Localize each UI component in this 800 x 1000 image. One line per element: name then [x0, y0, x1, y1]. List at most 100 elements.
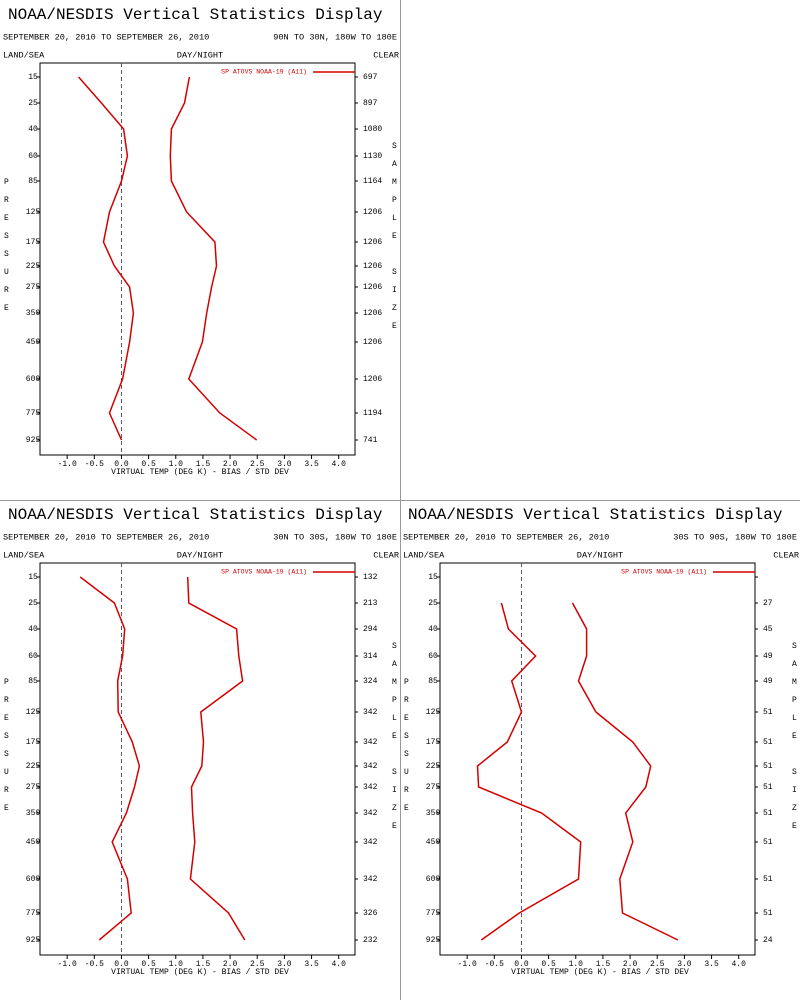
x-axis-label: VIRTUAL TEMP (DEG K) - BIAS / STD DEV	[111, 968, 289, 977]
pressure-label: 175	[426, 738, 441, 747]
sample-size: 51	[763, 875, 773, 884]
x-tick-label: 2.0	[623, 960, 638, 969]
pressure-label: 175	[26, 738, 41, 747]
x-tick-label: 1.0	[169, 960, 184, 969]
x-tick-label: 0.0	[514, 960, 529, 969]
pressure-label: 60	[28, 152, 38, 161]
x-tick-label: 2.5	[650, 960, 665, 969]
pressure-label: 600	[26, 375, 41, 384]
x-axis-label: VIRTUAL TEMP (DEG K) - BIAS / STD DEV	[111, 468, 289, 477]
pressure-label: 350	[26, 309, 41, 318]
date-range: SEPTEMBER 20, 2010 TO SEPTEMBER 26, 2010	[403, 532, 609, 542]
day-night: DAY/NIGHT	[177, 50, 223, 60]
data-line	[169, 76, 258, 441]
sample-size: 897	[363, 99, 378, 108]
day-night: DAY/NIGHT	[177, 550, 223, 560]
pressure-label: 25	[28, 599, 38, 608]
x-tick-label: 0.5	[541, 960, 556, 969]
x-tick-label: 4.0	[732, 960, 747, 969]
date-range: SEPTEMBER 20, 2010 TO SEPTEMBER 26, 2010	[3, 32, 209, 42]
pressure-label: 600	[426, 875, 441, 884]
sample-size: 51	[763, 909, 773, 918]
pressure-label: 275	[26, 283, 41, 292]
sample-size: 1206	[363, 238, 382, 247]
pressure-label: 450	[426, 838, 441, 847]
pressure-label: 450	[26, 338, 41, 347]
chart-title: NOAA/NESDIS Vertical Statistics Display	[408, 506, 783, 524]
x-tick-label: 0.0	[114, 960, 129, 969]
sample-size: 342	[363, 809, 378, 818]
land-sea: LAND/SEA	[3, 550, 45, 560]
sample-size: 24	[763, 936, 773, 945]
x-tick-label: -0.5	[85, 960, 104, 969]
y-axis-label: PRESSURE	[402, 678, 411, 822]
y2-axis-label: SAMPLE SIZE	[790, 642, 799, 840]
x-tick-label: -0.5	[485, 960, 504, 969]
pressure-label: 15	[28, 73, 38, 82]
sample-size: 1206	[363, 375, 382, 384]
pressure-label: 225	[26, 262, 41, 271]
x-tick-label: 3.5	[304, 960, 319, 969]
pressure-label: 775	[26, 409, 41, 418]
pressure-label: 275	[426, 783, 441, 792]
plot-frame	[39, 62, 356, 456]
x-tick-label: 2.0	[223, 960, 238, 969]
data-line	[79, 576, 141, 941]
sample-size: 213	[363, 599, 378, 608]
legend-label: SP ATOVS NOAA-19 (A11)	[621, 569, 707, 576]
cloud: CLEAR	[373, 550, 399, 560]
pressure-label: 925	[26, 936, 41, 945]
pressure-label: 925	[426, 936, 441, 945]
sample-size: 342	[363, 783, 378, 792]
cloud: CLEAR	[373, 50, 399, 60]
x-tick-label: -1.0	[58, 960, 77, 969]
pressure-label: 125	[26, 208, 41, 217]
pressure-label: 15	[28, 573, 38, 582]
pressure-label: 175	[26, 238, 41, 247]
pressure-label: 125	[426, 708, 441, 717]
sample-size: 697	[363, 73, 378, 82]
x-tick-label: 1.5	[596, 960, 611, 969]
legend-label: SP ATOVS NOAA-19 (A11)	[221, 69, 307, 76]
sample-size: 1080	[363, 125, 382, 134]
x-tick-label: 0.5	[141, 460, 156, 469]
pressure-label: 85	[428, 677, 438, 686]
data-line	[186, 576, 246, 941]
x-tick-label: -1.0	[58, 460, 77, 469]
sample-size: 342	[363, 738, 378, 747]
sample-size: 51	[763, 738, 773, 747]
cloud: CLEAR	[773, 550, 799, 560]
chart-title: NOAA/NESDIS Vertical Statistics Display	[8, 6, 383, 24]
sample-size: 324	[363, 677, 378, 686]
sample-size: 232	[363, 936, 378, 945]
region: 90N TO 30N, 180W TO 180E	[273, 32, 397, 42]
pressure-label: 60	[428, 652, 438, 661]
y-axis-label: PRESSURE	[2, 178, 11, 322]
sample-size: 1164	[363, 177, 382, 186]
pressure-label: 85	[28, 177, 38, 186]
pressure-label: 350	[26, 809, 41, 818]
x-tick-label: 0.5	[141, 960, 156, 969]
sample-size: 741	[363, 436, 378, 445]
x-tick-label: 4.0	[332, 460, 347, 469]
x-tick-label: -1.0	[458, 960, 477, 969]
sample-size: 1194	[363, 409, 382, 418]
sample-size: 49	[763, 677, 773, 686]
x-tick-label: 1.5	[196, 960, 211, 969]
pressure-label: 25	[28, 99, 38, 108]
sample-size: 51	[763, 809, 773, 818]
sample-size: 342	[363, 838, 378, 847]
date-range: SEPTEMBER 20, 2010 TO SEPTEMBER 26, 2010	[3, 532, 209, 542]
x-tick-label: 0.0	[114, 460, 129, 469]
sample-size: 314	[363, 652, 378, 661]
chart-title: NOAA/NESDIS Vertical Statistics Display	[8, 506, 383, 524]
sample-size: 1206	[363, 309, 382, 318]
plot-frame	[439, 562, 756, 956]
x-tick-label: 2.5	[250, 960, 265, 969]
x-tick-label: 2.0	[223, 460, 238, 469]
sample-size: 27	[763, 599, 773, 608]
pressure-label: 125	[26, 708, 41, 717]
pressure-label: 775	[426, 909, 441, 918]
pressure-label: 275	[26, 783, 41, 792]
